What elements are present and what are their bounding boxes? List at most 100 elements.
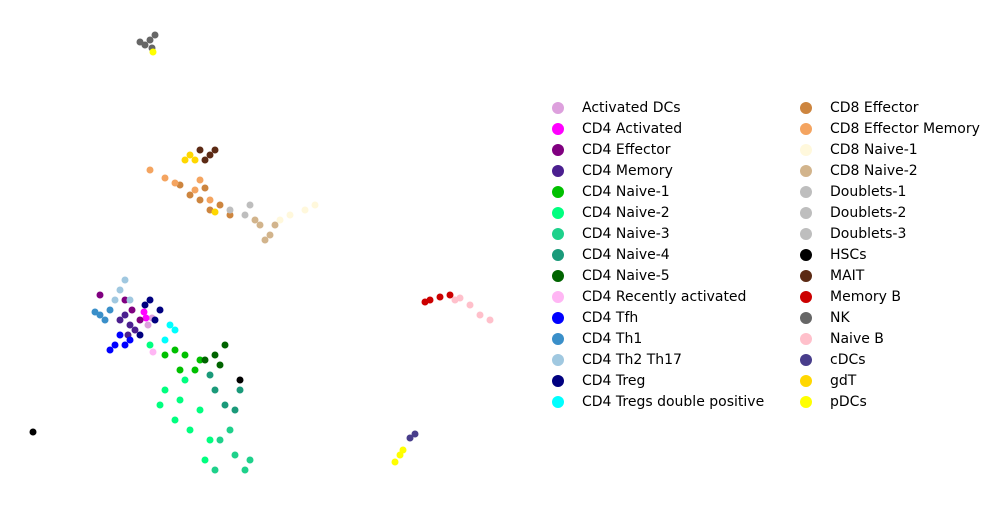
point	[196, 196, 204, 204]
legend-label: CD4 Tregs double positive	[582, 394, 764, 410]
legend-marker	[552, 333, 564, 345]
point	[201, 356, 209, 364]
point	[216, 361, 224, 369]
point	[301, 206, 309, 214]
point	[146, 36, 154, 44]
point	[166, 321, 174, 329]
point	[191, 366, 199, 374]
legend-marker	[800, 207, 812, 219]
point	[128, 306, 136, 314]
point	[176, 366, 184, 374]
point	[206, 151, 214, 159]
point	[151, 316, 159, 324]
legend-label: cDCs	[830, 352, 866, 368]
point	[106, 306, 114, 314]
point	[131, 326, 139, 334]
point	[151, 31, 159, 39]
point	[116, 331, 124, 339]
point	[116, 316, 124, 324]
point	[446, 291, 454, 299]
point	[176, 396, 184, 404]
legend-label: pDCs	[830, 394, 867, 410]
point	[161, 336, 169, 344]
legend-label: CD4 Recently activated	[582, 289, 746, 305]
point	[181, 156, 189, 164]
point	[191, 186, 199, 194]
point	[226, 211, 234, 219]
legend-marker	[800, 144, 812, 156]
point	[221, 401, 229, 409]
point	[161, 386, 169, 394]
legend-label: Doublets-3	[830, 226, 906, 242]
point	[211, 351, 219, 359]
legend-label: CD4 Tfh	[582, 310, 638, 326]
point	[171, 179, 179, 187]
legend-label: CD4 Naive-2	[582, 205, 670, 221]
point	[311, 201, 319, 209]
point	[286, 211, 294, 219]
legend-marker	[800, 396, 812, 408]
point	[121, 296, 129, 304]
point	[216, 436, 224, 444]
point	[136, 38, 144, 46]
point	[141, 301, 149, 309]
point	[266, 231, 274, 239]
point	[146, 341, 154, 349]
point	[201, 456, 209, 464]
point	[146, 296, 154, 304]
point	[171, 346, 179, 354]
point	[206, 436, 214, 444]
legend-label: CD4 Naive-5	[582, 268, 670, 284]
point	[271, 221, 279, 229]
legend-marker	[800, 186, 812, 198]
point	[246, 201, 254, 209]
point	[161, 174, 169, 182]
legend-marker	[552, 102, 564, 114]
legend-marker	[800, 102, 812, 114]
point	[236, 376, 244, 384]
legend-label: CD8 Naive-2	[830, 163, 918, 179]
point	[466, 301, 474, 309]
point	[211, 386, 219, 394]
point	[144, 321, 152, 329]
point	[111, 296, 119, 304]
point	[116, 286, 124, 294]
legend-marker	[552, 312, 564, 324]
point	[221, 341, 229, 349]
legend-label: CD4 Treg	[582, 373, 645, 389]
point	[196, 356, 204, 364]
point	[436, 293, 444, 301]
legend-label: CD4 Naive-1	[582, 184, 670, 200]
point	[211, 208, 219, 216]
point	[106, 346, 114, 354]
legend-label: Activated DCs	[582, 100, 681, 116]
point	[196, 146, 204, 154]
point	[196, 406, 204, 414]
legend-marker	[552, 207, 564, 219]
point	[171, 326, 179, 334]
legend-marker	[800, 291, 812, 303]
point	[186, 191, 194, 199]
point	[211, 146, 219, 154]
legend-marker	[552, 123, 564, 135]
legend-marker	[552, 354, 564, 366]
point	[256, 221, 264, 229]
point	[96, 291, 104, 299]
legend-marker	[552, 375, 564, 387]
legend-marker	[800, 270, 812, 282]
point	[149, 48, 157, 56]
point	[476, 311, 484, 319]
point	[241, 466, 249, 474]
point	[421, 298, 429, 306]
point	[226, 206, 234, 214]
point	[231, 451, 239, 459]
legend-label: CD8 Naive-1	[830, 142, 918, 158]
point	[140, 308, 148, 316]
point	[91, 308, 99, 316]
point	[411, 430, 419, 438]
point	[101, 316, 109, 324]
legend-marker	[552, 249, 564, 261]
point	[246, 456, 254, 464]
point	[196, 176, 204, 184]
